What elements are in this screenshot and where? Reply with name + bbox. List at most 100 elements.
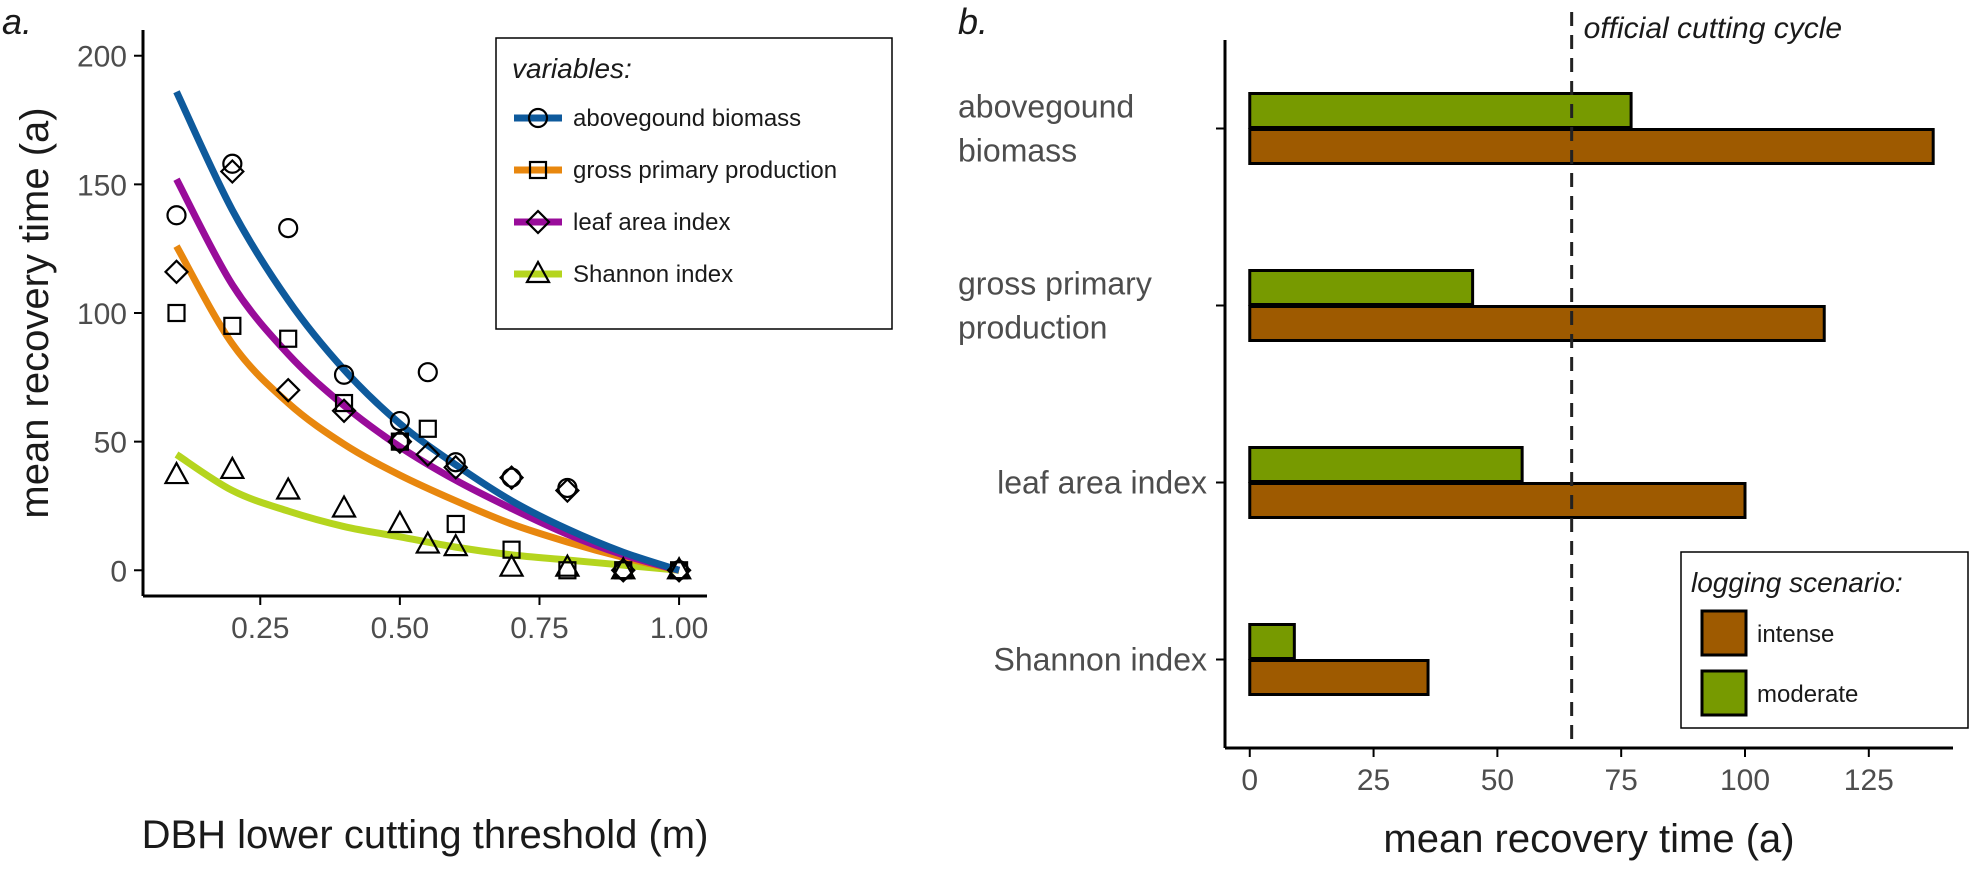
point-abovegound-biomass: [222, 153, 243, 174]
point-gross-primary-production: [390, 432, 409, 451]
point-shannon-index: [554, 553, 581, 577]
panel-a-legend-title: variables:: [512, 53, 632, 84]
bar-intense-leaf-area-index: [1248, 482, 1747, 519]
point-leaf-area-index: [443, 454, 469, 480]
panel-b-reference-label: official cutting cycle: [1584, 12, 1842, 45]
point-shannon-index: [498, 553, 525, 577]
panel-b-x-tick-label: 75: [1605, 764, 1638, 797]
panel-b-x-tick-label: 100: [1720, 764, 1770, 797]
legend-label-moderate: moderate: [1757, 681, 1858, 708]
category-label-abovegound-biomass: abovegound: [958, 89, 1134, 125]
panel-b-x-ticks: 0 25 50 75 100 125: [1241, 748, 1894, 797]
point-shannon-index: [610, 555, 637, 580]
panel-a-y-tick-label: 200: [77, 41, 127, 74]
point-abovegound-biomass: [278, 218, 299, 239]
point-shannon-index: [414, 530, 441, 554]
panel-a-fit-curves: [173, 90, 681, 574]
panel-a-x-tick-label: 1.00: [650, 612, 708, 645]
point-shannon-index: [163, 460, 190, 485]
point-gross-primary-production: [223, 316, 242, 335]
panel-a-x-tick-label: 0.25: [231, 612, 289, 645]
point-leaf-area-index: [163, 259, 190, 285]
legend-label-leaf-area-index: leaf area index: [573, 209, 730, 236]
panel-b-bars: [1248, 92, 1935, 696]
panel-b-x-tick-label: 25: [1357, 764, 1390, 797]
point-gross-primary-production: [167, 303, 186, 323]
bar-intense-shannon-index: [1248, 659, 1430, 696]
point-leaf-area-index: [498, 465, 525, 491]
panel-a-x-tick-label: 0.75: [510, 612, 568, 645]
fit-line-shannon-index: [174, 451, 680, 574]
panel-a-y-tick-label: 100: [77, 298, 127, 331]
bar-intense-gross-primary-production: [1248, 305, 1826, 342]
panel-b-x-tick-label: 50: [1481, 764, 1514, 797]
point-shannon-index: [331, 494, 357, 518]
fit-line-gross-primary-production: [173, 244, 680, 574]
category-label-leaf-area-index: leaf area index: [997, 465, 1207, 501]
panel-a-y-ticks: 0 50 100 150 200: [77, 41, 143, 588]
legend-label-gross-primary-production: gross primary production: [573, 157, 837, 184]
point-shannon-index: [666, 555, 692, 580]
panel-b-label: b.: [958, 1, 988, 42]
panel-b: b. abovegound biomass gross primary product…: [958, 1, 1969, 861]
panel-a-y-tick-label: 150: [77, 169, 127, 202]
panel-b-legend-items: intense moderate: [1700, 609, 1858, 717]
bar-moderate-shannon-index: [1248, 623, 1296, 660]
point-gross-primary-production: [446, 514, 465, 534]
panel-a-x-ticks: 0.25 0.50 0.75 1.00: [231, 596, 708, 645]
fit-line-abovegound-biomass: [173, 90, 681, 574]
panel-a-legend-items: abovegound biomass gross primary producti…: [514, 105, 837, 288]
point-leaf-area-index: [387, 429, 413, 455]
panel-a-legend: variables: abovegound biomass gross prima…: [495, 37, 893, 330]
point-abovegound-biomass: [501, 467, 522, 488]
category-label-shannon-index: Shannon index: [993, 642, 1207, 678]
panel-a-data-points: [163, 153, 692, 583]
panel-a: a. 0 50 100 150 200 0.25 0.50 0.75 1.00 DBH low…: [2, 1, 893, 857]
point-leaf-area-index: [331, 398, 357, 424]
legend-swatch-intense: [1700, 609, 1748, 657]
bar-moderate-leaf-area-index: [1248, 446, 1524, 483]
panel-a-label: a.: [2, 1, 32, 42]
point-leaf-area-index: [610, 557, 636, 583]
panel-a-y-tick-label: 0: [110, 555, 127, 588]
panel-a-y-tick-label: 50: [94, 427, 127, 460]
panel-a-x-axis-title: DBH lower cutting threshold (m): [142, 813, 709, 857]
point-abovegound-biomass: [417, 362, 438, 383]
legend-marker-gross-primary-production: [528, 160, 548, 180]
point-leaf-area-index: [275, 377, 301, 403]
legend-swatch-moderate: [1700, 669, 1748, 717]
point-abovegound-biomass: [333, 364, 355, 385]
panel-a-y-axis-title: mean recovery time (a): [13, 107, 57, 518]
panel-b-legend-title: logging scenario:: [1691, 567, 1903, 598]
point-shannon-index: [442, 532, 469, 557]
legend-label-shannon-index: Shannon index: [573, 261, 733, 288]
panel-b-category-labels: abovegound biomass gross primary production…: [958, 89, 1225, 678]
point-shannon-index: [275, 476, 302, 500]
point-abovegound-biomass: [166, 205, 187, 226]
bar-intense-abovegound-biomass: [1248, 128, 1935, 165]
panel-a-x-tick-label: 0.50: [371, 612, 429, 645]
fit-line-leaf-area-index: [173, 177, 681, 574]
point-leaf-area-index: [219, 158, 245, 185]
category-label-gross-primary-production: production: [958, 310, 1107, 346]
panel-b-x-tick-label: 0: [1241, 764, 1258, 797]
legend-marker-shannon-index: [525, 259, 551, 284]
panel-b-legend: logging scenario: intense moderate: [1680, 551, 1969, 729]
category-label-gross-primary-production: gross primary: [958, 266, 1152, 302]
legend-marker-abovegound-biomass: [527, 107, 549, 129]
panel-b-x-tick-label: 125: [1844, 764, 1894, 797]
point-shannon-index: [387, 509, 413, 534]
point-gross-primary-production: [334, 393, 354, 413]
panel-a-legend-box: [495, 37, 893, 330]
bar-moderate-gross-primary-production: [1248, 269, 1475, 306]
point-shannon-index: [219, 455, 246, 480]
panel-b-x-axis-title: mean recovery time (a): [1383, 817, 1794, 861]
point-leaf-area-index: [554, 477, 580, 504]
legend-marker-leaf-area-index: [525, 209, 551, 235]
legend-label-abovegound-biomass: abovegound biomass: [573, 105, 801, 132]
point-leaf-area-index: [666, 557, 692, 583]
legend-label-intense: intense: [1757, 621, 1834, 648]
point-leaf-area-index: [415, 441, 441, 468]
point-gross-primary-production: [279, 329, 298, 348]
